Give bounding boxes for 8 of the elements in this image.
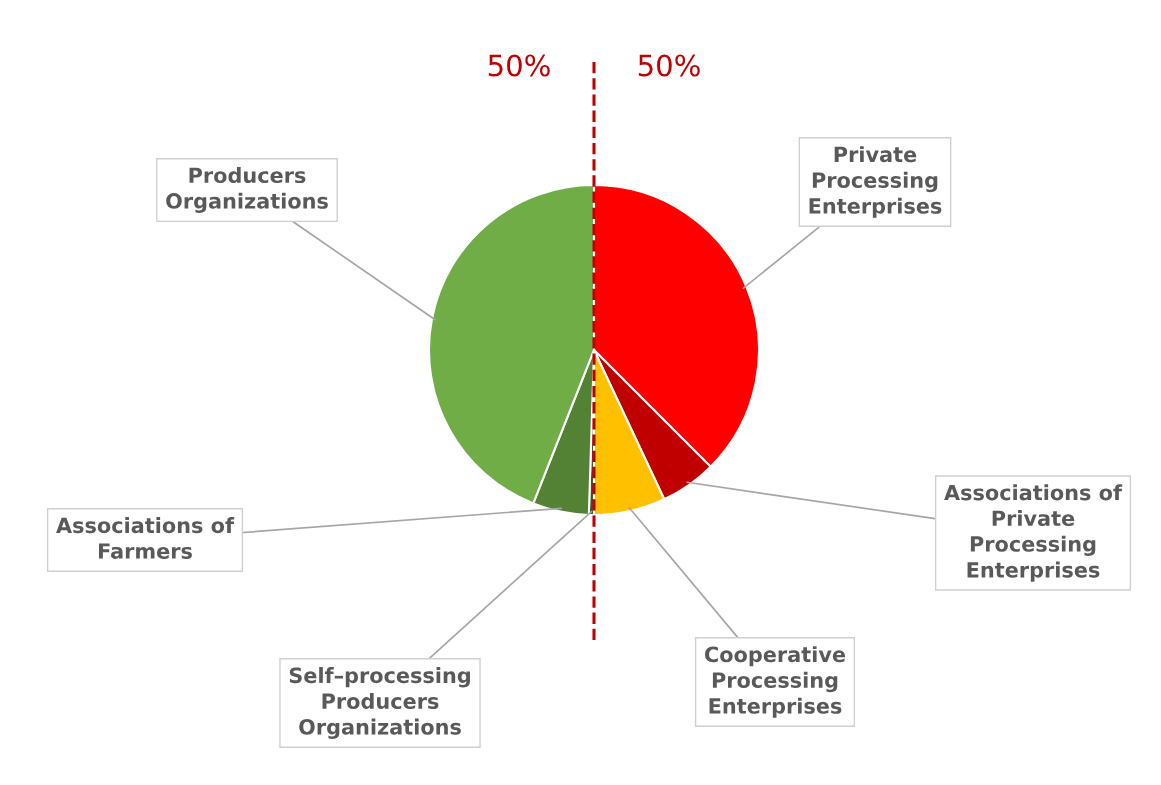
slice-label: Cooperative Processing Enterprises [704, 646, 846, 718]
slice-label: Producers Organizations [166, 166, 328, 214]
text: 50% [488, 54, 550, 77]
slice-label: Self–processing Producers Organizations [289, 667, 470, 739]
slice-label: Associations of Farmers [56, 517, 235, 559]
text: 50% [638, 54, 700, 77]
slice-label: Associations of Private Processing Enterprises [944, 484, 1123, 582]
slice-label: Private Processing Enterprises [809, 146, 942, 218]
